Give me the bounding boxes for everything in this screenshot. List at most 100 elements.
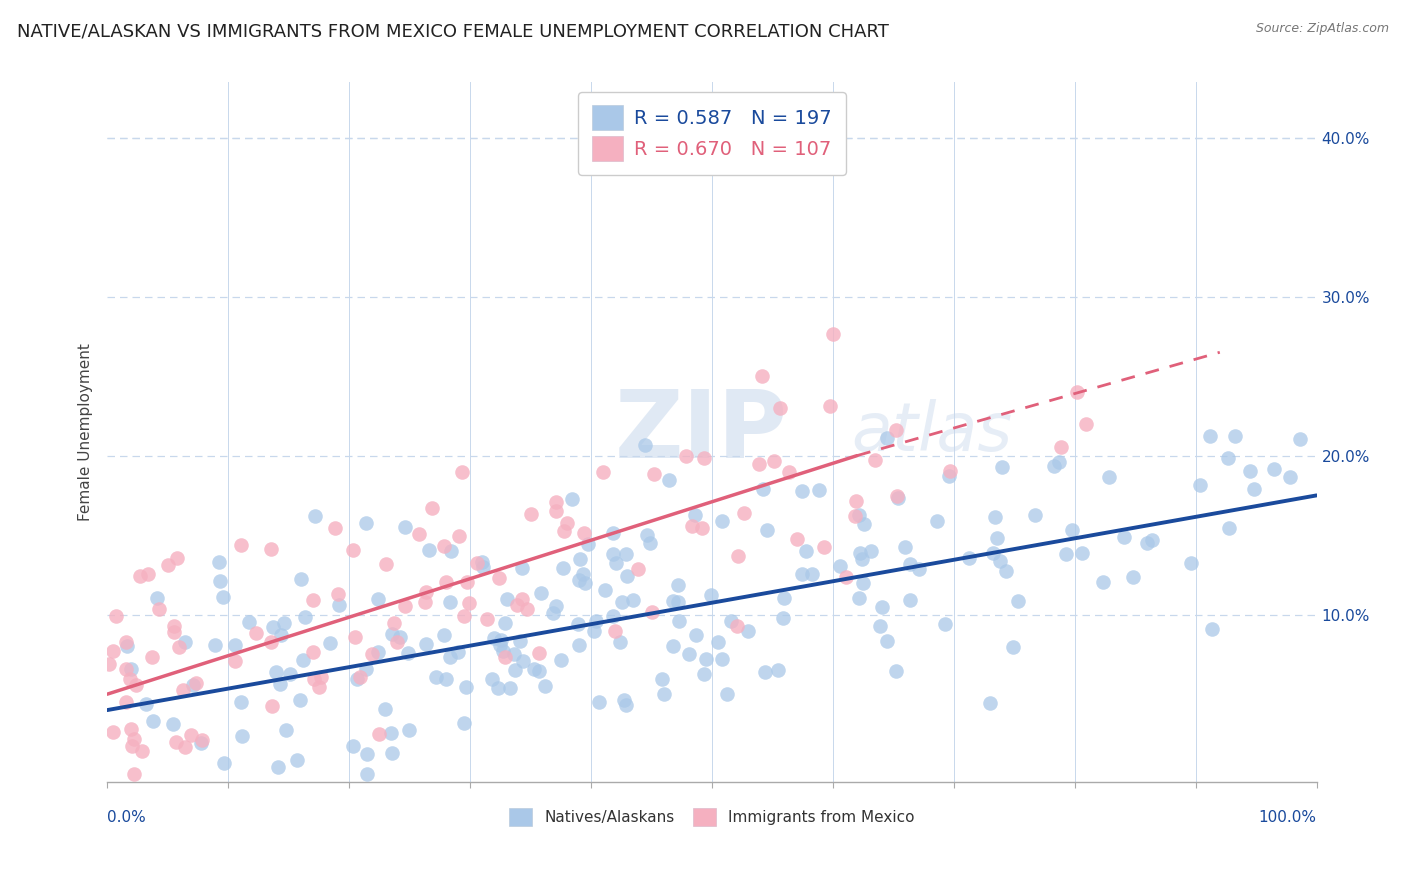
Point [544, 504, 567, 518]
Point [114, 662, 136, 676]
Point [103, 725, 125, 739]
Point [894, 541, 917, 555]
Point [204, 638, 226, 652]
Point [830, 559, 852, 574]
Point [755, 523, 778, 537]
Point [733, 506, 755, 520]
Point [1001, 640, 1024, 654]
Point [191, 733, 214, 747]
Point [851, 552, 873, 566]
Point [117, 639, 139, 653]
Point [568, 552, 591, 566]
Point [266, 665, 288, 680]
Point [492, 644, 515, 658]
Point [887, 491, 910, 506]
Point [118, 672, 141, 686]
Point [884, 664, 907, 678]
Point [725, 619, 748, 633]
Point [1218, 450, 1240, 465]
Point [693, 450, 716, 465]
Point [489, 632, 512, 647]
Point [1076, 417, 1098, 431]
Point [602, 526, 624, 541]
Point [662, 594, 685, 608]
Point [131, 744, 153, 758]
Point [605, 624, 627, 638]
Point [174, 740, 197, 755]
Point [592, 465, 614, 479]
Point [98, 657, 121, 671]
Point [869, 619, 891, 633]
Point [845, 494, 868, 508]
Point [614, 547, 637, 561]
Point [344, 630, 367, 644]
Point [163, 625, 186, 640]
Point [886, 490, 908, 504]
Point [794, 543, 817, 558]
Point [561, 491, 583, 506]
Point [418, 542, 440, 557]
Point [439, 595, 461, 609]
Point [319, 636, 342, 650]
Point [302, 593, 325, 607]
Point [509, 634, 531, 648]
Point [396, 646, 419, 660]
Point [848, 508, 870, 522]
Point [342, 542, 364, 557]
Point [658, 473, 681, 487]
Point [938, 469, 960, 483]
Point [190, 736, 212, 750]
Point [453, 715, 475, 730]
Point [583, 624, 606, 638]
Point [394, 599, 416, 613]
Point [1122, 570, 1144, 584]
Point [167, 640, 190, 654]
Point [506, 598, 529, 612]
Point [1243, 482, 1265, 496]
Point [212, 590, 235, 604]
Point [472, 560, 495, 574]
Point [772, 591, 794, 605]
Point [166, 551, 188, 566]
Point [519, 508, 541, 522]
Point [853, 516, 876, 531]
Point [898, 558, 921, 572]
Point [602, 547, 624, 561]
Point [585, 614, 607, 628]
Point [621, 593, 644, 607]
Point [593, 582, 616, 597]
Point [762, 454, 785, 468]
Point [212, 756, 235, 771]
Point [165, 735, 187, 749]
Point [326, 587, 349, 601]
Point [852, 575, 875, 590]
Point [666, 595, 689, 609]
Point [627, 562, 650, 576]
Point [481, 672, 503, 686]
Point [413, 595, 436, 609]
Point [695, 651, 717, 665]
Point [651, 672, 673, 686]
Point [356, 766, 378, 780]
Point [984, 510, 1007, 524]
Text: Source: ZipAtlas.com: Source: ZipAtlas.com [1256, 22, 1389, 36]
Legend: Natives/Alaskans, Immigrants from Mexico: Natives/Alaskans, Immigrants from Mexico [502, 801, 922, 833]
Point [666, 578, 689, 592]
Point [711, 514, 734, 528]
Point [367, 645, 389, 659]
Point [122, 732, 145, 747]
Point [662, 639, 685, 653]
Point [1189, 478, 1212, 492]
Point [309, 670, 332, 684]
Point [367, 591, 389, 606]
Point [602, 608, 624, 623]
Point [907, 562, 929, 576]
Point [516, 602, 538, 616]
Point [550, 653, 572, 667]
Point [433, 539, 456, 553]
Point [415, 584, 437, 599]
Point [136, 566, 159, 581]
Point [786, 532, 808, 546]
Point [1050, 441, 1073, 455]
Point [388, 630, 411, 644]
